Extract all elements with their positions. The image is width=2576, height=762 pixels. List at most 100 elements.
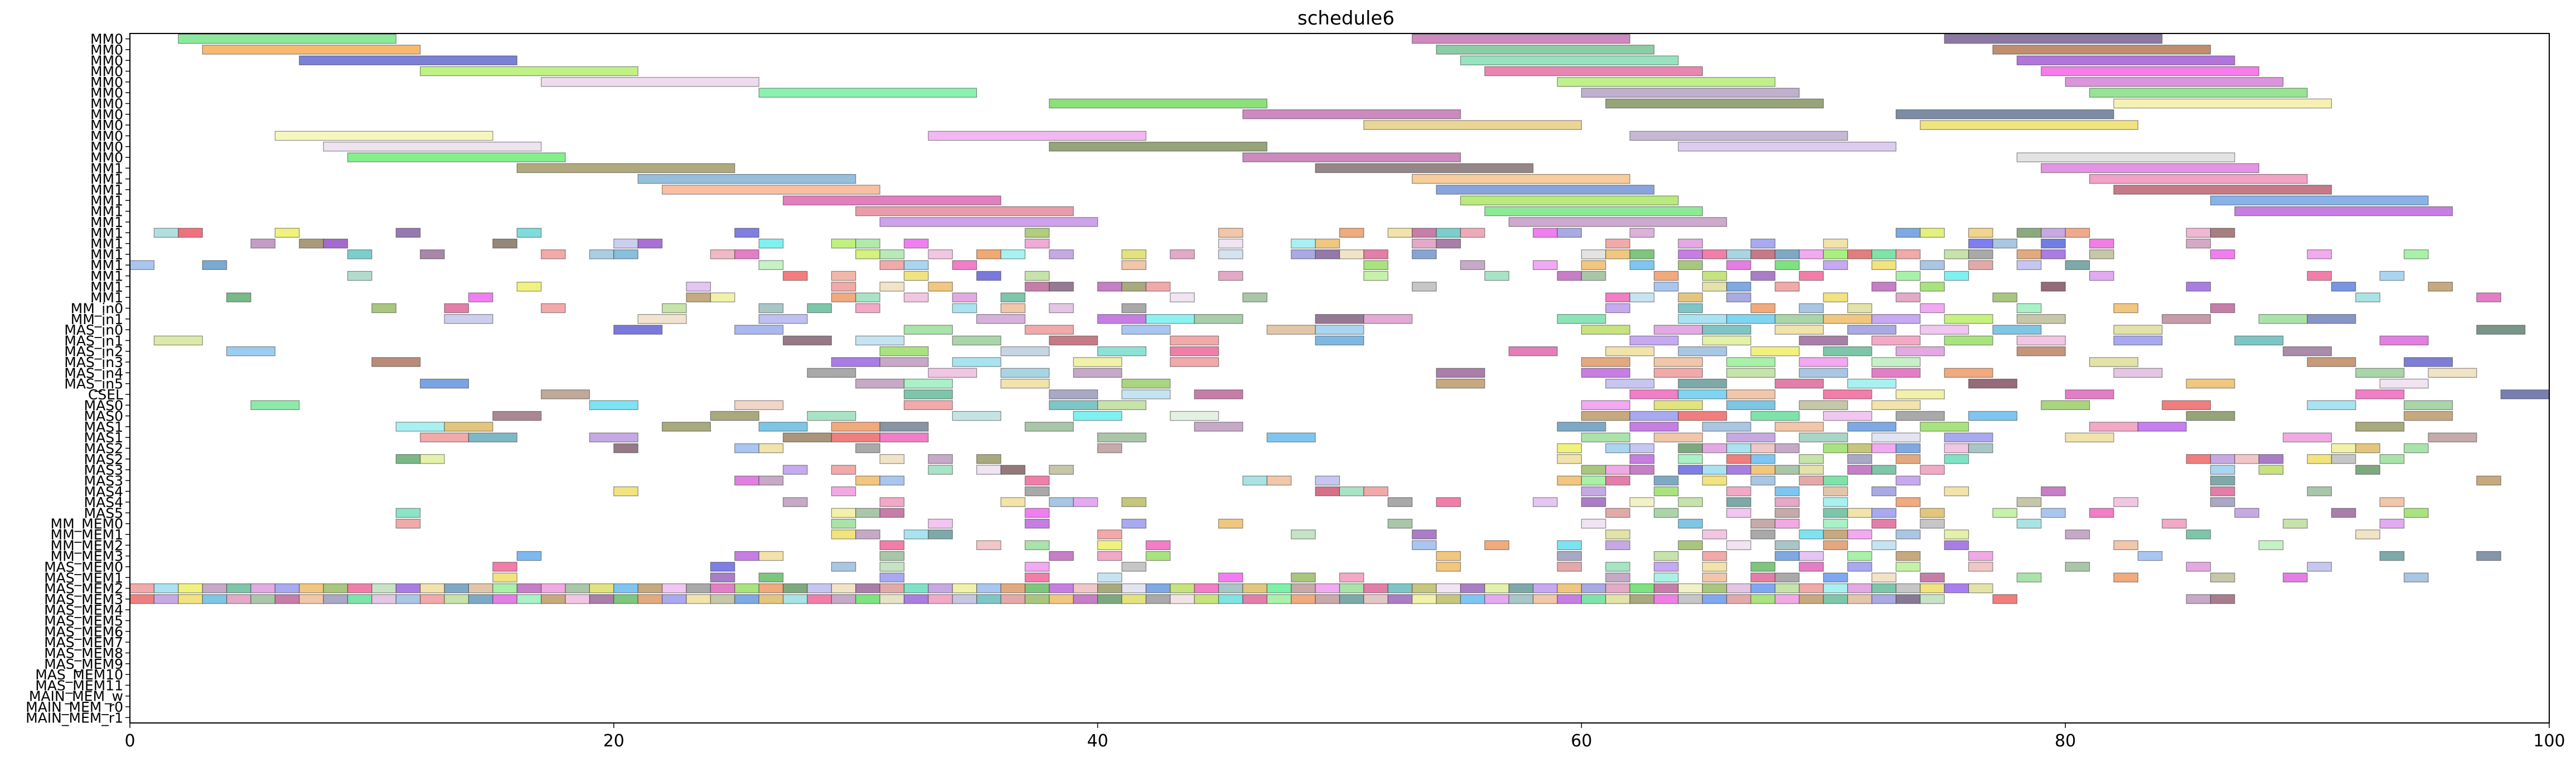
task-bar-639 bbox=[831, 562, 856, 572]
task-bar-371 bbox=[1726, 400, 1776, 410]
task-bar-814 bbox=[1557, 594, 1582, 604]
y-tick-label-40: MAS3 bbox=[84, 462, 123, 478]
task-bar-609 bbox=[1605, 540, 1630, 551]
task-bar-63 bbox=[1460, 228, 1485, 238]
task-bar-807 bbox=[1387, 594, 1413, 604]
task-bar-275 bbox=[1847, 325, 1897, 335]
task-bar-712 bbox=[952, 583, 977, 594]
task-bar-412 bbox=[589, 432, 638, 442]
task-bar-113 bbox=[1121, 249, 1146, 259]
task-bar-339 bbox=[903, 378, 953, 389]
task-bar-188 bbox=[1024, 282, 1050, 292]
task-bar-150 bbox=[1460, 260, 1485, 270]
y-tick-label-0: MM0 bbox=[90, 31, 123, 47]
task-bar-274 bbox=[1774, 325, 1824, 335]
task-bar-322 bbox=[2404, 357, 2453, 367]
task-bar-574 bbox=[1750, 519, 1776, 529]
task-bar-171 bbox=[1484, 271, 1509, 281]
y-tick-label-53: MAS_MEM4 bbox=[44, 602, 123, 618]
y-tick-label-37: MAS1 bbox=[84, 430, 123, 446]
task-bar-87 bbox=[1291, 238, 1316, 249]
task-bar-246 bbox=[758, 314, 808, 324]
task-bar-488 bbox=[2210, 465, 2235, 475]
task-bar-218 bbox=[1726, 292, 1751, 302]
task-bar-507 bbox=[1895, 475, 1921, 486]
task-bar-733 bbox=[1460, 583, 1485, 594]
task-bar-812 bbox=[1508, 594, 1534, 604]
task-bar-601 bbox=[879, 540, 905, 551]
task-bar-472 bbox=[928, 465, 953, 475]
task-bar-790 bbox=[976, 594, 1001, 604]
task-bar-44 bbox=[1460, 195, 1679, 206]
task-bar-548 bbox=[855, 508, 880, 518]
task-bar-738 bbox=[1581, 583, 1606, 594]
task-bar-626 bbox=[1557, 551, 1582, 561]
task-bar-226 bbox=[541, 303, 566, 314]
task-bar-433 bbox=[1605, 443, 1630, 454]
task-bar-129 bbox=[1799, 249, 1824, 259]
task-bar-728 bbox=[1339, 583, 1364, 594]
task-bar-209 bbox=[855, 292, 880, 302]
task-bar-545 bbox=[2379, 497, 2405, 507]
task-bar-417 bbox=[1266, 432, 1316, 442]
task-bar-2 bbox=[1944, 33, 2163, 44]
task-bar-0 bbox=[178, 33, 396, 44]
task-bar-658 bbox=[758, 572, 784, 582]
task-bar-540 bbox=[1823, 497, 1848, 507]
task-bar-642 bbox=[1121, 562, 1146, 572]
y-tick-label-63: MAIN_MEM_r1 bbox=[26, 710, 123, 726]
task-bar-612 bbox=[1774, 540, 1800, 551]
y-tick-label-38: MAS2 bbox=[84, 441, 123, 457]
task-bar-251 bbox=[1315, 314, 1364, 324]
x-tick-label-0: 0 bbox=[124, 731, 135, 751]
task-bar-296 bbox=[226, 346, 275, 356]
task-bar-396 bbox=[758, 422, 808, 432]
task-bar-154 bbox=[1678, 260, 1703, 270]
task-bar-752 bbox=[1920, 583, 1945, 594]
task-bar-15 bbox=[758, 88, 977, 98]
task-bar-234 bbox=[1121, 303, 1146, 314]
task-bar-721 bbox=[1170, 583, 1195, 594]
task-bar-398 bbox=[879, 422, 929, 432]
task-bar-618 bbox=[516, 551, 542, 561]
task-bar-498 bbox=[1315, 475, 1340, 486]
task-bar-824 bbox=[1799, 594, 1824, 604]
task-bar-491 bbox=[734, 475, 759, 486]
task-bar-379 bbox=[710, 411, 759, 421]
task-bar-789 bbox=[952, 594, 977, 604]
task-bar-421 bbox=[1799, 432, 1848, 442]
task-bar-633 bbox=[1968, 551, 1993, 561]
task-bar-227 bbox=[661, 303, 687, 314]
task-bar-85 bbox=[1024, 238, 1050, 249]
y-axis: MM0MM0MM0MM0MM0MM0MM0MM0MM0MM0MM0MM0MM1M… bbox=[26, 31, 130, 726]
task-bar-20 bbox=[2113, 98, 2332, 109]
task-bar-245 bbox=[637, 314, 687, 324]
task-bar-714 bbox=[1000, 583, 1026, 594]
task-bar-282 bbox=[855, 335, 905, 346]
task-bar-776 bbox=[637, 594, 663, 604]
task-bar-786 bbox=[879, 594, 905, 604]
task-bar-247 bbox=[976, 314, 1026, 324]
task-bar-625 bbox=[1436, 551, 1461, 561]
task-bar-651 bbox=[1895, 562, 1921, 572]
y-tick-label-26: MM_in1 bbox=[71, 311, 123, 327]
task-bar-664 bbox=[1339, 572, 1364, 582]
task-bar-249 bbox=[1145, 314, 1195, 324]
y-tick-label-45: MM_MEM0 bbox=[51, 516, 123, 532]
task-bar-413 bbox=[782, 432, 832, 442]
task-bar-140 bbox=[2307, 249, 2332, 259]
task-bar-743 bbox=[1702, 583, 1727, 594]
task-bar-734 bbox=[1484, 583, 1509, 594]
task-bar-804 bbox=[1315, 594, 1340, 604]
task-bar-680 bbox=[178, 583, 203, 594]
task-bar-23 bbox=[1363, 120, 1582, 130]
task-bar-615 bbox=[1944, 540, 1969, 551]
task-bar-703 bbox=[734, 583, 759, 594]
task-bar-70 bbox=[2016, 228, 2042, 238]
task-bar-302 bbox=[1605, 346, 1655, 356]
task-bar-532 bbox=[1387, 497, 1413, 507]
task-bar-426 bbox=[2428, 432, 2477, 442]
task-bar-686 bbox=[323, 583, 348, 594]
task-bar-384 bbox=[1581, 411, 1630, 421]
task-bar-544 bbox=[2210, 497, 2235, 507]
